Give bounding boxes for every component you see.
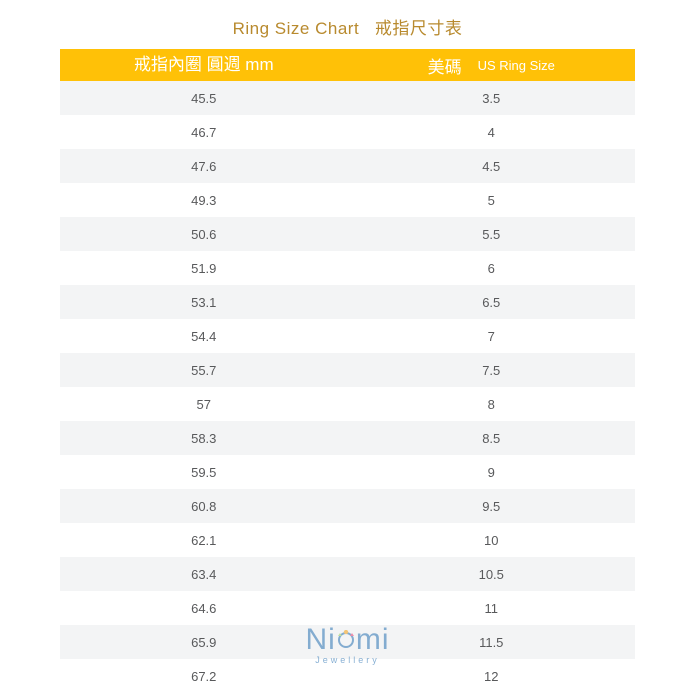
header-us-en: US Ring Size [478,58,555,73]
cell-circumference: 45.5 [60,91,348,106]
table-row: 64.611 [60,591,635,625]
header-us-cn: 美碼 [428,53,462,78]
cell-us-size: 11 [348,601,636,616]
cell-circumference: 50.6 [60,227,348,242]
cell-circumference: 64.6 [60,601,348,616]
table-row: 49.35 [60,183,635,217]
cell-circumference: 49.3 [60,193,348,208]
cell-us-size: 6 [348,261,636,276]
table-body: 45.53.546.7447.64.549.3550.65.551.9653.1… [60,81,635,693]
cell-circumference: 53.1 [60,295,348,310]
cell-circumference: 63.4 [60,567,348,582]
cell-us-size: 9 [348,465,636,480]
cell-us-size: 7.5 [348,363,636,378]
cell-circumference: 57 [60,397,348,412]
cell-circumference: 58.3 [60,431,348,446]
ring-size-table: 戒指內圈 圓週 mm 美碼 US Ring Size 45.53.546.744… [60,49,635,693]
cell-circumference: 67.2 [60,669,348,684]
cell-us-size: 9.5 [348,499,636,514]
table-row: 55.77.5 [60,353,635,387]
table-row: 47.64.5 [60,149,635,183]
title-cn: 戒指尺寸表 [375,19,463,38]
header-circumference: 戒指內圈 圓週 mm [60,49,348,81]
cell-circumference: 46.7 [60,125,348,140]
table-row: 578 [60,387,635,421]
cell-us-size: 6.5 [348,295,636,310]
cell-us-size: 8 [348,397,636,412]
header-us-size: 美碼 US Ring Size [348,49,636,81]
cell-us-size: 8.5 [348,431,636,446]
table-row: 59.59 [60,455,635,489]
table-row: 46.74 [60,115,635,149]
table-row: 53.16.5 [60,285,635,319]
cell-us-size: 4 [348,125,636,140]
cell-circumference: 65.9 [60,635,348,650]
table-row: 58.38.5 [60,421,635,455]
cell-us-size: 10.5 [348,567,636,582]
table-row: 60.89.5 [60,489,635,523]
table-row: 67.212 [60,659,635,693]
table-row: 63.410.5 [60,557,635,591]
cell-circumference: 54.4 [60,329,348,344]
table-row: 65.911.5 [60,625,635,659]
cell-circumference: 47.6 [60,159,348,174]
cell-us-size: 12 [348,669,636,684]
cell-circumference: 55.7 [60,363,348,378]
table-row: 54.47 [60,319,635,353]
table-header-row: 戒指內圈 圓週 mm 美碼 US Ring Size [60,49,635,81]
cell-us-size: 7 [348,329,636,344]
cell-us-size: 5.5 [348,227,636,242]
cell-circumference: 62.1 [60,533,348,548]
table-row: 51.96 [60,251,635,285]
title-en: Ring Size Chart [233,19,360,38]
cell-circumference: 59.5 [60,465,348,480]
table-row: 62.110 [60,523,635,557]
cell-us-size: 4.5 [348,159,636,174]
cell-us-size: 5 [348,193,636,208]
page-title: Ring Size Chart 戒指尺寸表 [0,0,695,49]
cell-circumference: 60.8 [60,499,348,514]
cell-us-size: 3.5 [348,91,636,106]
table-row: 45.53.5 [60,81,635,115]
cell-us-size: 11.5 [348,635,636,650]
cell-circumference: 51.9 [60,261,348,276]
cell-us-size: 10 [348,533,636,548]
table-row: 50.65.5 [60,217,635,251]
